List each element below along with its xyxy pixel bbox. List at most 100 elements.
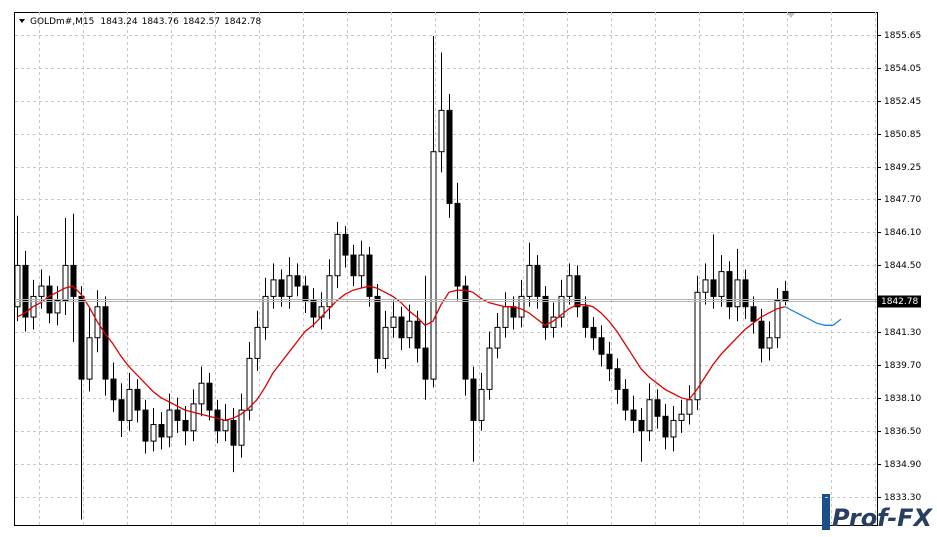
candle-body [374,295,381,359]
moving-average [16,285,786,422]
candle-body [182,419,189,432]
candle-body [286,275,293,297]
candle-body [638,419,645,432]
candle-body [382,326,389,359]
candle-body [710,279,717,297]
candle-body [70,264,77,297]
vertical-grid [39,12,876,525]
candle-body [302,285,309,302]
candle-body [270,279,277,297]
candle-body [350,254,357,277]
symbol: GOLDm#,M15 [30,17,94,27]
candle-body [430,151,437,380]
candle-body [510,306,517,318]
candle-body [78,295,85,380]
candle-body [86,337,93,380]
y-tick-label: 1833.30 [884,493,921,503]
candle-body [630,409,637,421]
candle-body [606,353,613,370]
y-tick-label: 1847.70 [884,195,921,205]
candle-body [206,382,213,411]
candle-body [478,388,485,421]
candle-body [534,264,541,297]
candle-body [582,306,589,328]
candle-body [734,279,741,308]
candle-body [766,337,773,349]
candle-body [462,285,469,380]
candle-body [542,295,549,328]
candle-body [342,233,349,256]
forecast-line [784,306,842,326]
y-tick-label: 1849.25 [884,163,921,173]
candle-body [726,271,733,308]
candle-body [702,279,709,293]
candle-body [142,409,149,442]
candle-body [566,275,573,297]
candle-body [54,300,61,314]
candle-body [646,399,653,432]
watermark: Prof-FX [832,504,934,532]
candle-body [662,415,669,438]
candle-body [774,300,781,339]
candle-body [494,326,501,349]
header-close: 1842.78 [224,17,261,27]
candle-body [246,357,253,411]
candle-body [38,285,45,297]
candle-body [694,291,701,401]
candle-body [686,399,693,415]
candle-body [486,347,493,390]
y-tick-label: 1852.45 [884,97,921,107]
candle-body [718,271,725,297]
candle-body [574,275,581,308]
y-tick-label: 1834.90 [884,460,921,470]
candle-body [502,306,509,328]
candle-body [390,316,397,328]
candle-body [406,320,413,339]
logo-mark [822,494,830,530]
candle-body [294,275,301,287]
candle-body [278,279,285,297]
price-label: 1842.78 [881,297,918,307]
y-tick-label: 1839.70 [884,361,921,371]
candle-body [158,424,165,438]
candle-body [678,413,685,421]
candle-body [238,409,245,446]
header-high: 1843.76 [142,17,179,27]
candle-body [470,378,477,421]
candle-body [558,295,565,318]
candle-body [414,320,421,349]
candle-body [326,275,333,308]
candle-body [174,409,181,421]
candle-body [366,254,373,297]
candle-body [758,320,765,349]
candle-body [622,388,629,411]
candle-body [118,399,125,421]
shift-marker [787,13,795,18]
candle-body [422,347,429,380]
y-tick-label: 1844.50 [884,261,921,271]
y-tick-label: 1836.50 [884,427,921,437]
candle-body [190,403,197,432]
candle-body [126,388,133,421]
candle-body [670,419,677,438]
candle-body [230,419,237,446]
y-tick-label: 1846.10 [884,228,921,238]
candle-body [134,388,141,411]
candle-body [454,202,461,287]
candle-body [254,326,261,359]
candle-body [214,409,221,432]
candle-body [654,399,661,417]
candle-body [518,295,525,318]
menu-arrow[interactable] [19,19,25,23]
candle-body [590,326,597,339]
candle-body [222,419,229,432]
candle-body [166,409,173,438]
candle-body [198,382,205,405]
candle-body [526,264,533,297]
header-open: 1843.24 [100,17,137,27]
price-label-box [877,295,921,308]
candle-body [102,306,109,380]
candle-body [334,233,341,277]
